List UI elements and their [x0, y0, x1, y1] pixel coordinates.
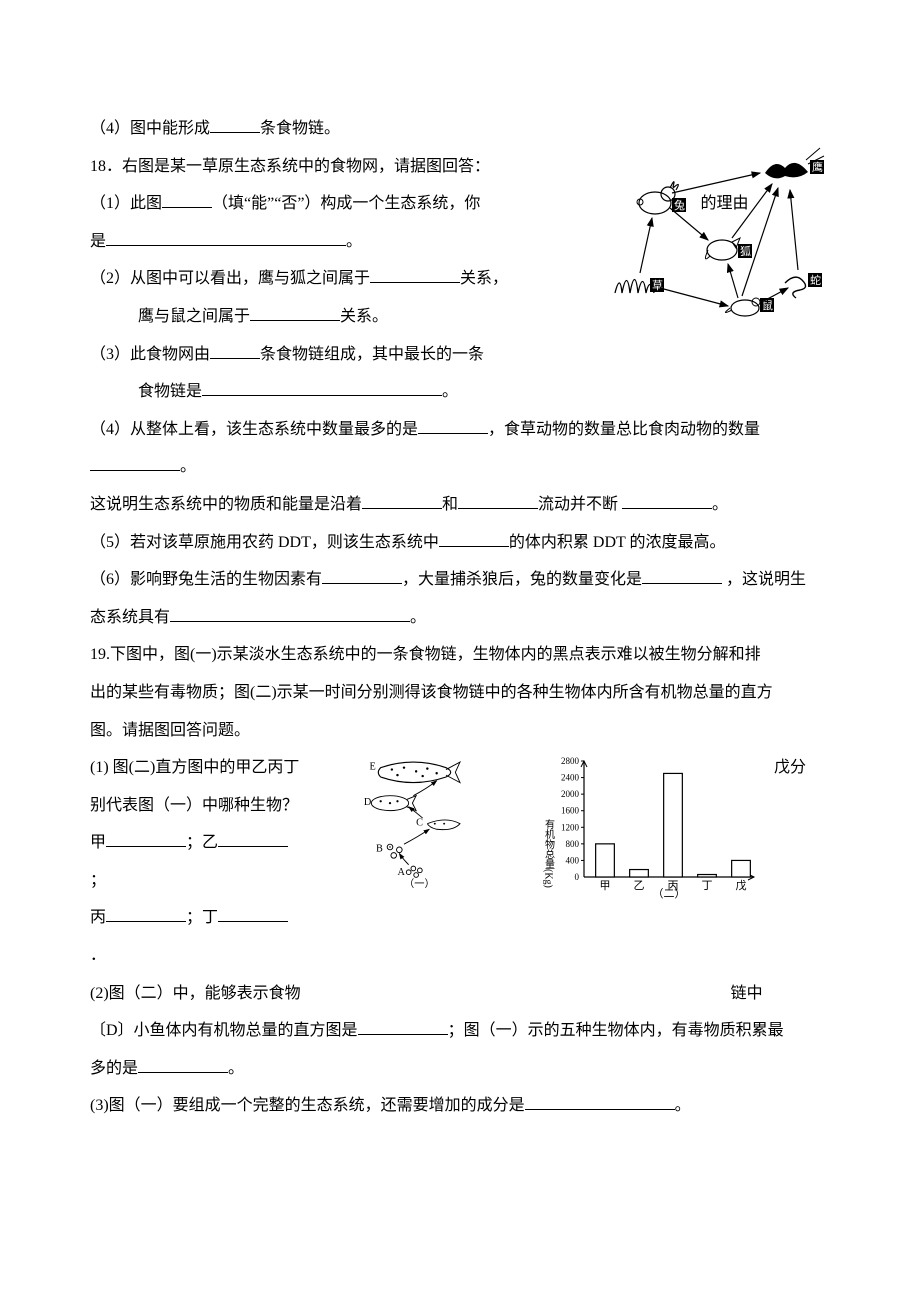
bar-chart: 400800120016002000240028000有机物总量(Kg)甲乙丙丁… [536, 749, 766, 899]
q19-1f: ； [90, 872, 106, 889]
foodchain-figure: E D C B [318, 749, 518, 889]
svg-text:D: D [364, 797, 371, 808]
svg-text:2400: 2400 [561, 773, 580, 783]
q19-blank-bing[interactable] [106, 904, 186, 923]
q19-1g: 丙 [90, 909, 106, 926]
svg-text:1600: 1600 [561, 806, 580, 816]
q19-2e: 多的是 [90, 1060, 138, 1077]
q19-2d: ；图（一）示的五种生物体内，有毒物质积累最 [448, 1022, 784, 1039]
q18-5-blank1[interactable] [439, 528, 509, 547]
period5: 。 [410, 609, 426, 626]
q18-6d: 态系统具有 [90, 609, 170, 626]
svg-text:800: 800 [566, 839, 580, 849]
svg-text:丁: 丁 [702, 880, 713, 892]
q17-4-prefix: （4）图中能形成 [90, 120, 210, 137]
q18-5b: 的体内积累 DDT 的浓度最高。 [509, 534, 726, 551]
q19-i2: 出的某些有毒物质；图(二)示某一时间分别测得该食物链中的各种生物体内所含有机物总… [90, 684, 773, 701]
q18-1c: 的理由 [700, 195, 748, 212]
q19-blank-jia[interactable] [106, 829, 186, 848]
svg-text:E: E [369, 762, 375, 773]
q17-4-suffix: 条食物链。 [260, 120, 340, 137]
q18-3-blank2[interactable] [202, 378, 442, 397]
q18-3b: 条食物链组成，其中最长的一条 [260, 346, 484, 363]
q18-3a: （3）此食物网由 [90, 346, 210, 363]
q18-6a: （6）影响野兔生活的生物因素有 [90, 571, 322, 588]
q18-6-blank3[interactable] [170, 603, 410, 622]
svg-text:2000: 2000 [561, 789, 580, 799]
period1: 。 [346, 233, 362, 250]
q18-2b: 关系， [460, 270, 508, 287]
svg-text:戊: 戊 [736, 879, 747, 892]
q18-4-blank3[interactable] [362, 490, 442, 509]
q19-1i: ． [90, 947, 106, 964]
q19-2-blank1[interactable] [358, 1017, 448, 1036]
q18-4e: 流动并不断 [538, 496, 618, 513]
svg-text:乙: 乙 [634, 879, 645, 892]
q18-title: 18．右图是某一草原生态系统中的食物网，请据图回答： [90, 158, 490, 175]
q18-6b: ，大量捕杀狼后，兔的数量变化是 [402, 571, 642, 588]
q19-1b: 戊分 [774, 759, 806, 776]
q19-1e: ；乙 [186, 834, 218, 851]
q18-4-blank5[interactable] [622, 490, 712, 509]
svg-text:2800: 2800 [561, 756, 580, 766]
svg-text:400: 400 [566, 856, 580, 866]
period3: 。 [180, 458, 196, 475]
q18-2-blank2[interactable] [250, 302, 340, 321]
q18-6-blank1[interactable] [322, 566, 402, 585]
svg-text:A: A [397, 867, 405, 878]
period2: 。 [442, 383, 458, 400]
q19-i3: 图。请据图回答问题。 [90, 722, 250, 739]
svg-text:B: B [376, 844, 383, 855]
q19-2c: 〔D〕小鱼体内有机物总量的直方图是 [90, 1022, 358, 1039]
q18-2c: 鹰与鼠之间属于 [138, 308, 250, 325]
q17-4-blank[interactable] [210, 114, 260, 133]
q18-4d: 和 [442, 496, 458, 513]
q19-1h: ；丁 [186, 909, 218, 926]
q18-1b: （填“能”“否”）构成一个生态系统，你 [212, 195, 480, 212]
q19-2a: (2)图（二）中，能够表示食物 [90, 985, 301, 1002]
svg-text:（二）: （二） [653, 887, 686, 899]
q18-6-blank2[interactable] [642, 566, 722, 585]
svg-text:有机物总量(Kg): 有机物总量(Kg) [543, 818, 555, 888]
q19-3a: (3)图（一）要组成一个完整的生态系统，还需要增加的成分是 [90, 1097, 525, 1114]
q18-1a: （1）此图 [90, 195, 162, 212]
q18-3c: 食物链是 [138, 383, 202, 400]
q18-6c: ，这说明生 [726, 571, 806, 588]
q18-1-blank1[interactable] [162, 190, 212, 209]
q19-2-blank2[interactable] [138, 1054, 228, 1073]
q19-2b: 链中 [731, 985, 763, 1002]
q19-i1: 19.下图中，图(一)示某淡水生态系统中的一条食物链，生物体内的黑点表示难以被生… [90, 646, 761, 663]
q18-2d: 关系。 [340, 308, 388, 325]
q19-1a: (1) 图(二)直方图中的甲乙丙丁 [90, 759, 299, 776]
fig1-caption: （一） [404, 878, 435, 889]
q18-2-blank1[interactable] [370, 265, 460, 284]
q18-5a: （5）若对该草原施用农药 DDT，则该生态系统中 [90, 534, 439, 551]
period4: 。 [712, 496, 728, 513]
svg-text:1200: 1200 [561, 822, 580, 832]
q19-blank-yi[interactable] [218, 829, 288, 848]
q18-1d: 是 [90, 233, 106, 250]
svg-text:C: C [416, 818, 423, 829]
svg-text:鹰: 鹰 [812, 160, 823, 174]
q19-1c: 别代表图（一）中哪种生物？ [90, 797, 298, 814]
q18-4a: （4）从整体上看，该生态系统中数量最多的是 [90, 421, 418, 438]
q18-4-blank2[interactable] [90, 453, 180, 472]
q19-1d: 甲 [90, 834, 106, 851]
period6: 。 [228, 1060, 244, 1077]
q18-3-blank1[interactable] [210, 340, 260, 359]
q18-4-blank4[interactable] [458, 490, 538, 509]
q18-4b: ，食草动物的数量总比食肉动物的数量 [488, 421, 760, 438]
q18-2a: （2）从图中可以看出，鹰与狐之间属于 [90, 270, 370, 287]
q18-4-blank1[interactable] [418, 415, 488, 434]
q19-3-blank1[interactable] [525, 1092, 675, 1111]
q18-1-blank2[interactable] [106, 227, 346, 246]
period7: 。 [675, 1097, 691, 1114]
q19-blank-ding[interactable] [218, 904, 288, 923]
svg-text:甲: 甲 [600, 880, 611, 892]
q18-4c: 这说明生态系统中的物质和能量是沿着 [90, 496, 362, 513]
svg-text:0: 0 [575, 872, 580, 882]
